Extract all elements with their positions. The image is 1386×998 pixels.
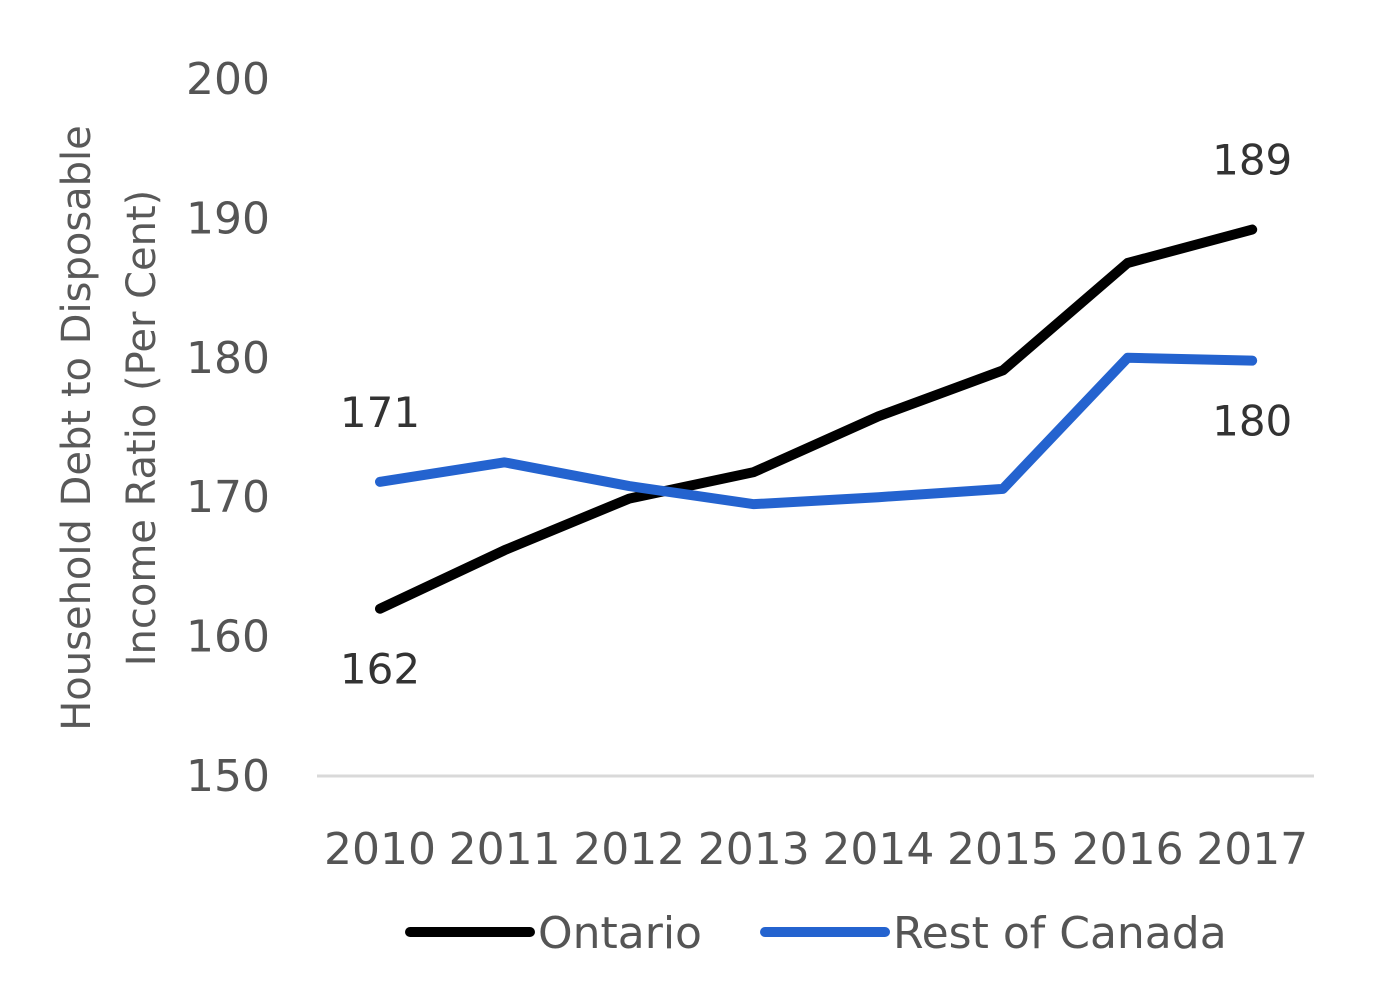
x-tick-labels: 2010 2011 2012 2013 2014 2015 2016 2017 bbox=[324, 824, 1308, 875]
y-tick-label: 160 bbox=[186, 612, 270, 663]
data-label: 189 bbox=[1212, 136, 1292, 185]
y-axis-title: Household Debt to Disposable Income Rati… bbox=[54, 125, 165, 731]
data-label: 171 bbox=[340, 388, 420, 437]
series-line-ontario bbox=[375, 224, 1258, 614]
y-axis-title-line-2: Income Ratio (Per Cent) bbox=[119, 190, 165, 667]
y-tick-label: 180 bbox=[186, 333, 270, 384]
y-tick-labels: 150 160 170 180 190 200 bbox=[186, 54, 270, 802]
legend: Ontario Rest of Canada bbox=[405, 908, 1227, 959]
y-tick-label: 170 bbox=[186, 472, 270, 523]
x-tick-label: 2016 bbox=[1072, 824, 1184, 875]
legend-label-rest-of-canada: Rest of Canada bbox=[893, 908, 1227, 959]
data-labels: 162 171 189 180 bbox=[340, 136, 1292, 694]
x-tick-label: 2012 bbox=[573, 824, 685, 875]
x-tick-label: 2014 bbox=[822, 824, 934, 875]
x-tick-label: 2011 bbox=[449, 824, 561, 875]
series-lines bbox=[375, 224, 1258, 614]
x-tick-label: 2017 bbox=[1196, 824, 1308, 875]
y-tick-label: 200 bbox=[186, 54, 270, 105]
data-label: 162 bbox=[340, 645, 420, 694]
y-axis-title-line-1: Household Debt to Disposable bbox=[54, 125, 100, 731]
legend-label-ontario: Ontario bbox=[538, 908, 702, 959]
x-tick-label: 2010 bbox=[324, 824, 436, 875]
series-line-rest-of-canada bbox=[375, 352, 1258, 510]
x-tick-label: 2013 bbox=[698, 824, 810, 875]
x-tick-label: 2015 bbox=[947, 824, 1059, 875]
y-tick-label: 150 bbox=[186, 751, 270, 802]
y-tick-label: 190 bbox=[186, 193, 270, 244]
data-label: 180 bbox=[1212, 397, 1292, 446]
